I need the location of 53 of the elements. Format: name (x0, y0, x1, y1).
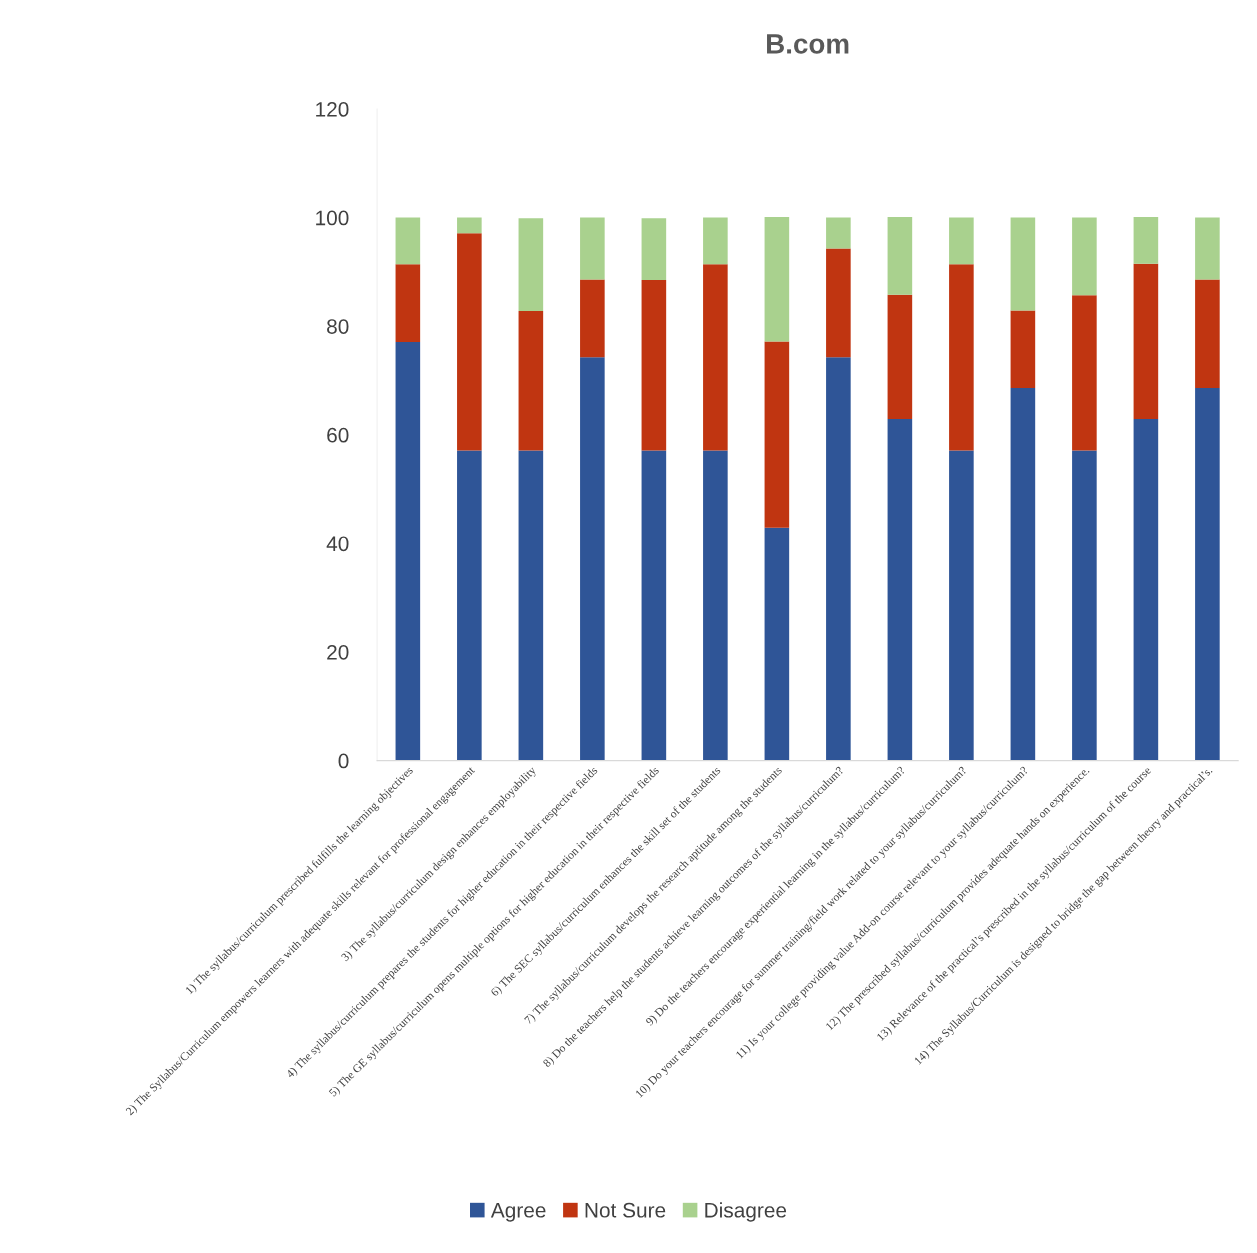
bar (826, 248, 851, 358)
y-tick-label: 120 (316, 102, 349, 117)
bar (887, 419, 913, 761)
legend-label: Not Sure (585, 1202, 666, 1218)
bar (580, 217, 605, 280)
bar (949, 217, 974, 265)
y-tick-label: 40 (326, 536, 349, 552)
bar (826, 217, 851, 249)
bar (949, 264, 974, 451)
bar (1195, 388, 1220, 761)
bar (1010, 388, 1036, 761)
bar (641, 280, 667, 451)
y-tick-label: 20 (327, 644, 349, 660)
bar (1133, 419, 1159, 761)
bar (949, 450, 974, 761)
bar (641, 450, 667, 761)
bar (1195, 279, 1220, 389)
bar (457, 217, 482, 234)
bar (826, 357, 851, 761)
y-tick-label: 0 (338, 753, 349, 769)
bar (1010, 217, 1036, 311)
bar (457, 233, 482, 451)
bar (580, 357, 605, 761)
y-tick-label: 80 (327, 319, 349, 334)
bar (641, 218, 667, 281)
bar (395, 341, 421, 761)
bar (518, 450, 544, 761)
bar (887, 217, 913, 295)
bar (703, 450, 728, 761)
bar (518, 310, 544, 451)
bar (395, 217, 421, 265)
bar (764, 341, 790, 528)
bar (1010, 310, 1036, 389)
bar (887, 294, 913, 420)
bar (1072, 217, 1097, 296)
bar (764, 527, 790, 761)
bar (1195, 217, 1220, 280)
bar (703, 264, 728, 451)
bar (764, 217, 790, 342)
bar (1072, 295, 1097, 451)
bar (518, 218, 544, 311)
chart-title: B.com (767, 34, 849, 54)
bar (580, 279, 605, 358)
bar (1133, 263, 1159, 420)
y-tick-label: 60 (327, 427, 349, 443)
bar (395, 264, 421, 342)
legend-label: Disagree (705, 1202, 787, 1222)
bar (457, 450, 482, 761)
bar (703, 217, 728, 265)
bar (1133, 217, 1159, 264)
y-tick-label: 100 (316, 210, 349, 226)
legend-label: Agree (490, 1203, 546, 1222)
bar (1072, 450, 1097, 761)
